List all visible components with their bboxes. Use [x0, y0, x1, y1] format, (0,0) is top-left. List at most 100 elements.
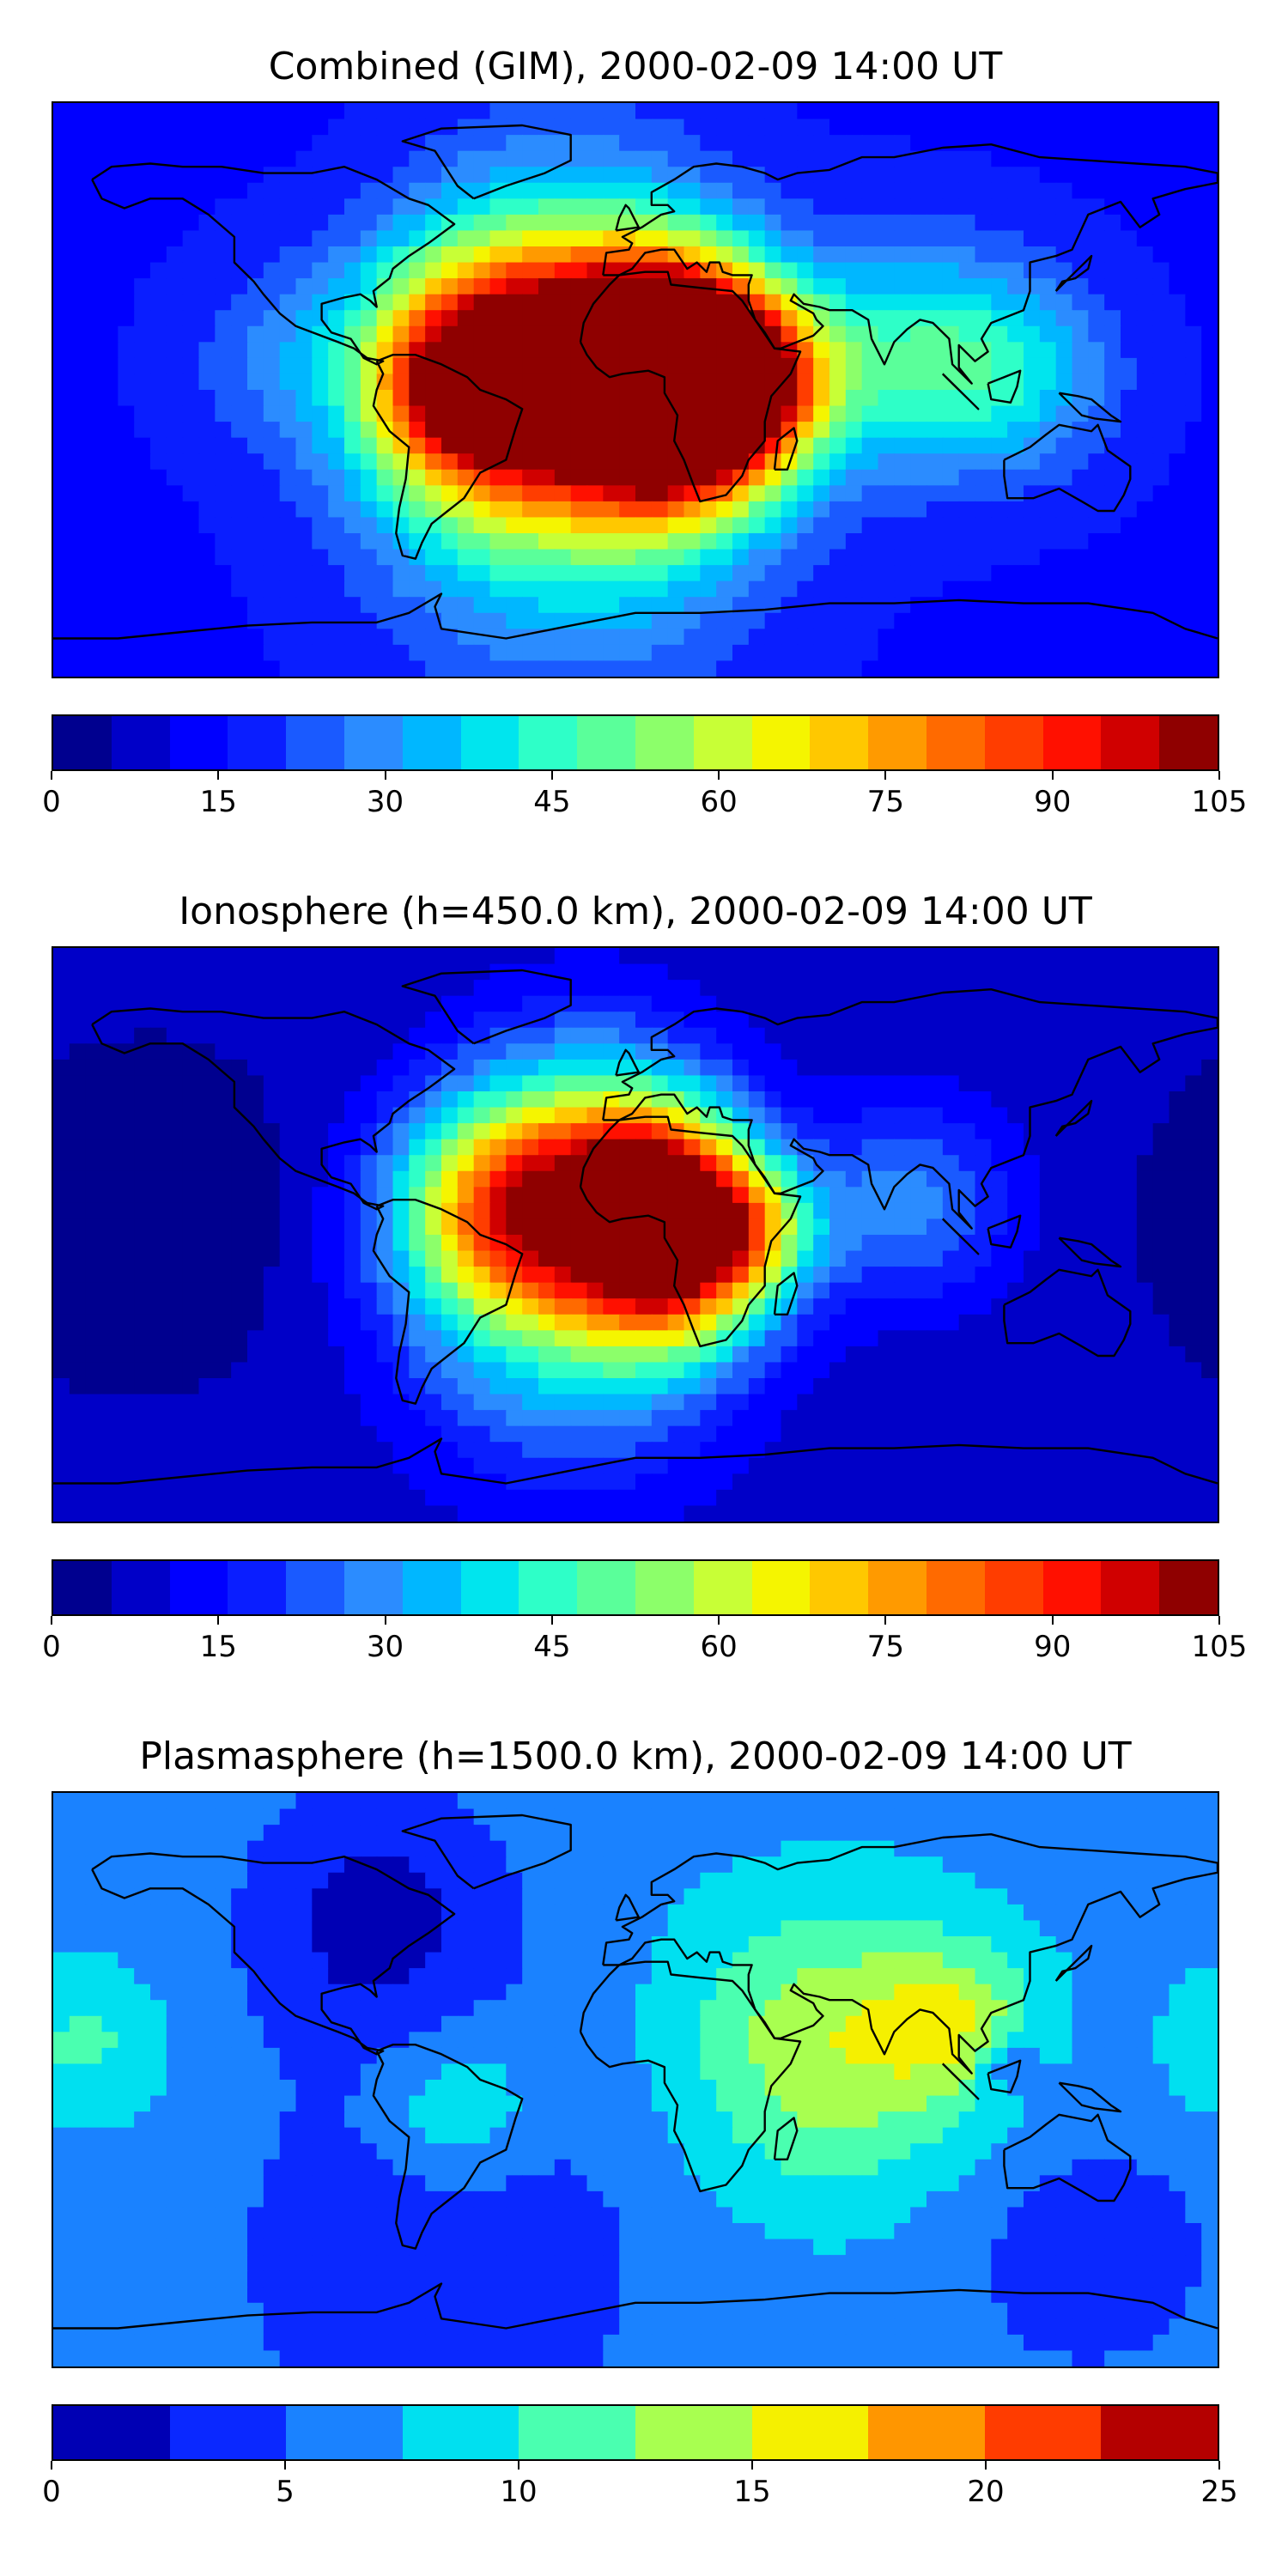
colorbar-tick-label: 15	[199, 1630, 237, 1664]
coastline	[602, 1833, 1218, 2075]
colorbar-segment	[926, 1561, 985, 1614]
field-cells	[53, 1793, 1218, 2366]
colorbar-tick-mark	[1218, 2461, 1220, 2470]
coastline	[602, 143, 1218, 385]
colorbar-ticks-plasmasphere: 0 5 10 15 20 25	[42, 2461, 1238, 2512]
colorbar-tick-mark	[518, 2461, 519, 2470]
panel-title-combined: Combined (GIM), 2000-02-09 14:00 UT	[268, 45, 1003, 88]
map-plasmasphere-svg	[53, 1793, 1218, 2366]
colorbar-tick-mark	[217, 1616, 220, 1625]
colorbar-tick-label: 15	[733, 2475, 771, 2509]
colorbar-segment	[169, 1561, 228, 1614]
colorbar-segment	[402, 1561, 461, 1614]
colorbar-tick-mark	[1051, 1616, 1054, 1625]
colorbar-tick-label: 0	[42, 1630, 61, 1664]
colorbar-tick-label: 45	[533, 1630, 571, 1664]
colorbar-segment	[169, 716, 228, 769]
coastline	[941, 1218, 980, 1255]
coastline	[773, 1272, 799, 1315]
coastline	[579, 1960, 802, 2193]
colorbar-tick-label: 45	[533, 785, 571, 819]
colorbar-segment	[460, 1561, 519, 1614]
colorbar-segment	[810, 1561, 869, 1614]
colorbar-segment	[751, 2406, 869, 2459]
coastlines	[53, 124, 1218, 640]
colorbar-tick-mark	[1218, 1616, 1220, 1625]
coastline	[1003, 2113, 1132, 2202]
colorbar-segment	[519, 2406, 635, 2459]
colorbar-tick-mark	[217, 771, 220, 780]
coastline	[987, 2059, 1022, 2093]
coastline	[941, 373, 980, 410]
coastline	[401, 1814, 572, 1890]
colorbar-segment	[577, 1561, 635, 1614]
coastline	[941, 2063, 980, 2100]
colorbar-segment	[1042, 716, 1102, 769]
colorbar-segment	[519, 716, 578, 769]
colorbar-segment	[693, 716, 752, 769]
coastline	[1058, 2081, 1122, 2113]
colorbar-tick-label: 20	[967, 2475, 1005, 2509]
coastline	[987, 1214, 1022, 1249]
coastline	[773, 2117, 799, 2160]
colorbar-tick-label: 5	[276, 2475, 295, 2509]
colorbar-segment	[635, 2406, 752, 2459]
field-cells	[53, 103, 1218, 677]
colorbar-segment	[984, 716, 1043, 769]
coastline	[615, 1048, 640, 1077]
colorbar-tick-label: 105	[1191, 785, 1248, 819]
coastline	[372, 354, 524, 560]
colorbar-segment	[635, 1561, 694, 1614]
colorbar-segment	[228, 1561, 287, 1614]
colorbar-segment	[286, 1561, 344, 1614]
colorbar-tick-mark	[985, 2461, 987, 2470]
coastlines	[53, 969, 1218, 1485]
coastline	[401, 124, 572, 200]
colorbar-segment	[402, 716, 461, 769]
colorbar-tick-mark	[1051, 771, 1054, 780]
coastlines	[53, 1814, 1218, 2330]
colorbar-segment	[810, 716, 869, 769]
colorbar-tick-label: 10	[500, 2475, 538, 2509]
panel-title-plasmasphere: Plasmasphere (h=1500.0 km), 2000-02-09 1…	[139, 1735, 1132, 1778]
coastline	[91, 1852, 456, 2056]
colorbar-segment	[1101, 1561, 1160, 1614]
colorbar-tick-label: 75	[866, 785, 905, 819]
colorbar-tick-mark	[384, 771, 386, 780]
colorbar-ticks-combined: 0 15 30 45 60 75 90 105	[42, 771, 1247, 823]
colorbar-tick-mark	[884, 1616, 887, 1625]
colorbar-segment	[53, 716, 112, 769]
colorbar-segment	[926, 716, 985, 769]
colorbar-tick-mark	[550, 771, 553, 780]
colorbar-segment	[228, 716, 287, 769]
colorbar-segment	[868, 716, 927, 769]
panel-title-ionosphere: Ionosphere (h=450.0 km), 2000-02-09 14:0…	[179, 890, 1092, 933]
coastline	[1054, 254, 1093, 292]
coastline	[1054, 1099, 1093, 1137]
coastline	[372, 2044, 524, 2250]
colorbar-segment	[343, 1561, 403, 1614]
coastline	[53, 2282, 1218, 2330]
colorbar-segment	[1159, 1561, 1218, 1614]
colorbar-tick-mark	[718, 1616, 720, 1625]
colorbar-tick-mark	[51, 1616, 52, 1625]
coastline	[773, 427, 799, 471]
coastline	[579, 1115, 802, 1348]
colorbar-tick-mark	[550, 1616, 553, 1625]
colorbar-tick-mark	[751, 2461, 753, 2470]
coastline	[372, 1199, 524, 1405]
colorbar-segment	[111, 1561, 170, 1614]
colorbar-segment	[693, 1561, 752, 1614]
colorbar-segment	[286, 716, 344, 769]
colorbar-tick-mark	[284, 2461, 286, 2470]
field-cells	[53, 948, 1218, 1522]
coastline	[91, 162, 456, 366]
colorbar-segment	[751, 1561, 811, 1614]
colorbar-tick-mark	[1218, 771, 1220, 780]
coastline	[987, 369, 1022, 404]
colorbar-segment	[577, 716, 635, 769]
map-combined-svg	[53, 103, 1218, 677]
coastline	[1003, 1268, 1132, 1358]
colorbar-segment	[343, 716, 403, 769]
colorbar-segment	[984, 2406, 1102, 2459]
